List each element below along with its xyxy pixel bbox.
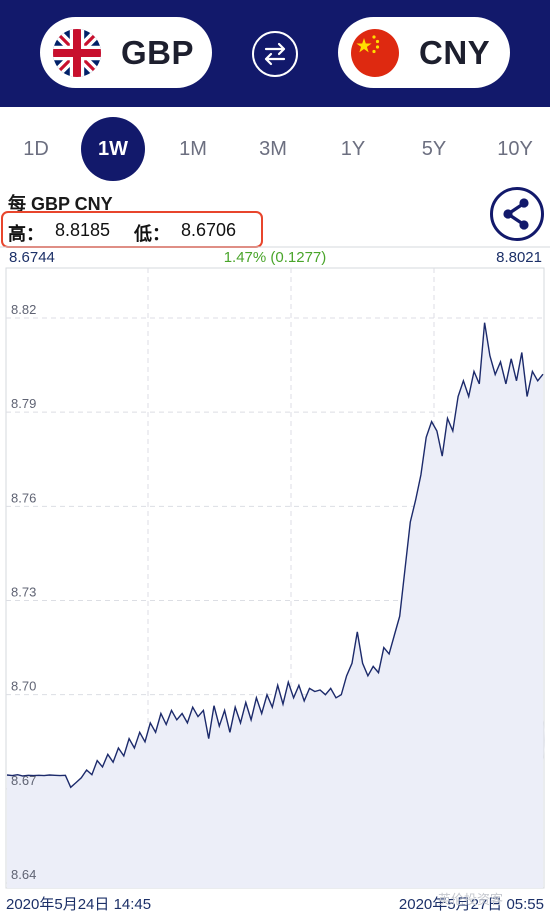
high-low-box: 高： 8.8185 低： 8.6706 — [1, 211, 263, 248]
y-tick-label: 8.82 — [11, 302, 36, 317]
tab-10y[interactable]: 10Y — [497, 137, 533, 160]
low-label: 低： — [134, 224, 170, 244]
y-tick-label: 8.76 — [11, 490, 36, 505]
to-currency-code: CNY — [419, 33, 491, 71]
tab-1y[interactable]: 1Y — [340, 137, 366, 160]
tab-1m[interactable]: 1M — [179, 137, 207, 160]
y-tick-label: 8.64 — [11, 867, 36, 882]
tab-3m[interactable]: 3M — [259, 137, 287, 160]
period-tabs: 1D 1W 1M 3M 1Y 5Y 10Y — [0, 107, 550, 187]
currency-header: GBP CNY — [0, 0, 550, 107]
y-tick-label: 8.79 — [11, 396, 36, 411]
share-button[interactable] — [490, 187, 544, 241]
close-rate: 8.8021 — [496, 249, 542, 266]
high-value: 8.8185 — [55, 220, 111, 240]
rate-chart: xe 8.828.798.768.738.708.678.64 2020年5月2… — [0, 245, 550, 923]
tab-1d[interactable]: 1D — [23, 137, 49, 160]
chart-svg: xe 8.828.798.768.738.708.678.64 2020年5月2… — [0, 246, 550, 913]
account-watermark: 英伦投资客 — [438, 892, 504, 907]
from-currency-code: GBP — [121, 33, 195, 71]
x-label-start: 2020年5月24日 14:45 — [6, 896, 151, 913]
high-label: 高： — [8, 224, 44, 244]
uk-flag-icon — [53, 28, 101, 77]
tab-1w[interactable]: 1W — [81, 117, 145, 181]
y-tick-label: 8.67 — [11, 773, 36, 788]
y-tick-label: 8.73 — [11, 585, 36, 600]
low-value: 8.6706 — [181, 220, 237, 240]
x-label-end: 2020年5月27日 05:55 — [399, 896, 544, 913]
swap-arrows-icon — [264, 42, 286, 66]
china-flag-icon — [351, 28, 399, 77]
pair-label: 每 GBP CNY — [8, 194, 113, 214]
rate-line — [6, 322, 544, 789]
share-icon — [503, 198, 529, 230]
to-currency-selector[interactable]: CNY — [338, 17, 510, 88]
tab-5y[interactable]: 5Y — [421, 137, 447, 160]
rate-area — [7, 322, 543, 888]
y-tick-label: 8.70 — [11, 679, 36, 694]
swap-button[interactable] — [252, 31, 298, 77]
change-percent: 1.47% (0.1277) — [223, 249, 327, 266]
from-currency-selector[interactable]: GBP — [40, 17, 212, 88]
open-rate: 8.6744 — [9, 249, 55, 266]
